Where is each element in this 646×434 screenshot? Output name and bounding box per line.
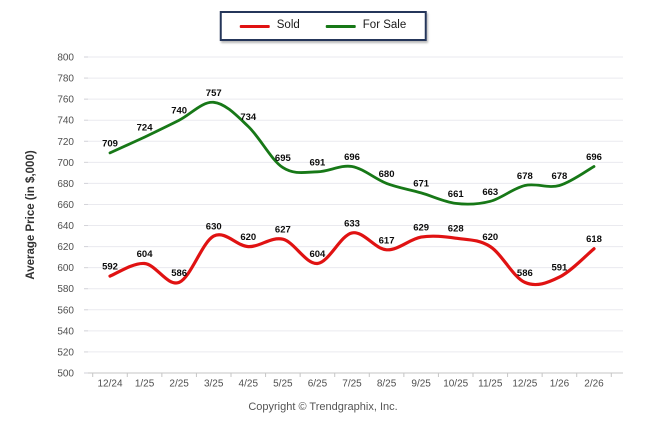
y-tick-label: 560 [57, 305, 74, 316]
data-label: 734 [240, 112, 257, 123]
x-tick-label: 5/25 [273, 379, 293, 390]
chart-legend: Sold For Sale [219, 11, 427, 41]
x-tick-label: 12/24 [97, 379, 122, 390]
x-tick-label: 11/25 [478, 379, 503, 390]
x-tick-label: 10/25 [443, 379, 468, 390]
legend-label-sold: Sold [276, 19, 300, 32]
data-label: 678 [551, 171, 567, 182]
y-tick-label: 500 [57, 369, 74, 380]
data-label: 757 [206, 88, 222, 99]
data-label: 627 [275, 225, 291, 236]
legend-item-sold: Sold [239, 19, 300, 32]
data-label: 661 [448, 189, 465, 200]
data-label: 671 [413, 178, 430, 189]
y-tick-label: 640 [57, 221, 74, 232]
data-label: 586 [517, 268, 533, 279]
x-tick-label: 7/25 [342, 379, 362, 390]
data-label: 695 [275, 153, 292, 164]
data-label: 618 [586, 234, 602, 245]
y-tick-label: 580 [57, 284, 74, 295]
data-label: 696 [586, 152, 602, 163]
legend-label-for-sale: For Sale [362, 19, 407, 32]
for-sale-line-swatch [325, 24, 356, 28]
y-tick-label: 740 [57, 116, 74, 127]
y-tick-label: 760 [57, 95, 74, 106]
y-tick-label: 680 [57, 179, 74, 190]
y-tick-label: 800 [57, 53, 74, 64]
y-tick-label: 720 [57, 137, 74, 148]
x-tick-label: 3/25 [204, 379, 224, 390]
y-tick-label: 520 [57, 347, 74, 358]
y-tick-label: 660 [57, 200, 74, 211]
data-label: 620 [240, 232, 256, 243]
x-tick-label: 9/25 [411, 379, 431, 390]
sold-line [108, 231, 596, 287]
data-label: 724 [137, 123, 154, 134]
data-label: 630 [206, 222, 222, 233]
y-tick-label: 700 [57, 158, 74, 169]
data-label: 633 [344, 218, 360, 229]
data-label: 617 [379, 235, 395, 246]
data-label: 678 [517, 171, 533, 182]
x-tick-label: 8/25 [377, 379, 397, 390]
data-label: 620 [482, 232, 498, 243]
y-tick-label: 600 [57, 263, 74, 274]
y-axis-title: Average Price (in $,000) [25, 150, 37, 280]
data-label: 604 [309, 249, 326, 260]
y-tick-label: 620 [57, 242, 74, 253]
x-tick-label: 2/25 [169, 379, 189, 390]
x-tick-label: 4/25 [239, 379, 259, 390]
y-tick-label: 780 [57, 74, 74, 85]
data-label: 663 [482, 187, 498, 198]
x-tick-label: 2/26 [584, 379, 604, 390]
data-label: 604 [137, 249, 154, 260]
y-tick-label: 540 [57, 326, 74, 337]
data-label: 740 [171, 106, 187, 117]
data-label: 680 [379, 169, 395, 180]
for-sale-line [108, 100, 596, 206]
x-tick-label: 12/25 [512, 379, 537, 390]
x-tick-label: 1/26 [550, 379, 570, 390]
data-label: 591 [551, 263, 568, 274]
data-label: 696 [344, 152, 360, 163]
x-tick-label: 1/25 [135, 379, 155, 390]
legend-item-for-sale: For Sale [325, 19, 407, 32]
copyright-text: Copyright © Trendgraphix, Inc. [248, 401, 398, 413]
data-label: 592 [102, 262, 118, 273]
x-tick-label: 6/25 [308, 379, 328, 390]
sold-line-swatch [239, 24, 270, 28]
data-label: 628 [448, 224, 464, 235]
data-label: 586 [171, 268, 187, 279]
data-label: 629 [413, 223, 429, 234]
data-label: 709 [102, 138, 118, 149]
data-label: 691 [309, 157, 326, 168]
